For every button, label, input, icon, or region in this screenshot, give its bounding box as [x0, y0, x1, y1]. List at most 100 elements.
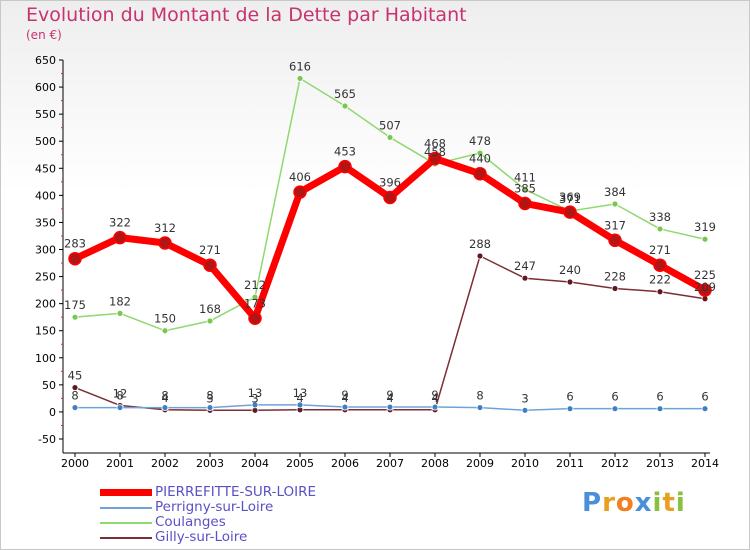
data-label-0: 283 — [64, 237, 86, 251]
data-label-2: 565 — [334, 87, 356, 101]
y-tick-label: 150 — [35, 325, 56, 338]
series-point-2 — [296, 75, 304, 82]
data-label-3: 4 — [431, 391, 438, 405]
series-point-2 — [251, 293, 259, 301]
data-label-2: 212 — [244, 278, 266, 292]
logo-letter: i — [652, 488, 663, 518]
data-label-0: 453 — [334, 145, 356, 159]
proxiti-logo: Proxiti — [582, 488, 686, 518]
series-point-2 — [116, 309, 124, 317]
legend-swatch-gilly — [100, 537, 152, 539]
legend-label-perrigny: Perrigny-sur-Loire — [155, 499, 274, 515]
y-tick-label: 400 — [35, 189, 56, 202]
x-tick-label: 2004 — [241, 457, 269, 470]
series-point-1 — [656, 405, 664, 413]
series-point-3 — [566, 278, 574, 286]
y-tick-label: 650 — [35, 54, 56, 67]
data-label-3: 288 — [469, 237, 491, 251]
data-label-3: 3 — [251, 391, 258, 405]
logo-letter: i — [675, 488, 686, 518]
data-label-3: 12 — [113, 386, 128, 400]
series-point-1 — [116, 404, 124, 411]
y-tick-label: 450 — [35, 162, 56, 175]
chart-subtitle: (en €) — [26, 28, 62, 42]
data-label-2: 371 — [559, 192, 581, 206]
data-label-1: 8 — [476, 389, 483, 403]
series-point-1 — [386, 403, 394, 411]
data-label-3: 247 — [514, 259, 536, 273]
x-tick-label: 2005 — [286, 457, 314, 470]
data-label-3: 209 — [694, 280, 716, 294]
data-label-0: 369 — [559, 190, 581, 204]
data-label-2: 338 — [649, 210, 671, 224]
y-tick-label: 300 — [35, 244, 56, 257]
series-point-1 — [701, 405, 709, 413]
data-label-1: 8 — [71, 389, 78, 403]
legend-label-coulanges: Coulanges — [155, 514, 226, 530]
series-point-1 — [476, 404, 484, 411]
x-tick-label: 2007 — [376, 457, 404, 470]
data-label-0: 385 — [514, 181, 536, 195]
data-label-2: 507 — [379, 118, 401, 132]
series-point-3 — [656, 288, 664, 296]
legend-item-gilly: Gilly-sur-Loire — [100, 529, 360, 545]
y-tick-label: 0 — [49, 406, 56, 419]
legend-swatch-coulanges — [100, 522, 152, 524]
data-label-3: 4 — [386, 391, 393, 405]
data-label-0: 312 — [154, 221, 176, 235]
series-point-3 — [476, 252, 484, 260]
series-point-0 — [653, 258, 667, 272]
x-tick-label: 2001 — [106, 457, 134, 470]
data-label-1: 8 — [206, 389, 213, 403]
y-tick-label: 250 — [35, 271, 56, 284]
series-point-1 — [296, 401, 304, 409]
series-line-2 — [74, 77, 706, 332]
series-point-1 — [566, 405, 574, 413]
data-label-2: 175 — [64, 298, 86, 312]
data-label-0: 271 — [649, 243, 671, 257]
legend-item-pierrefitte: PIERREFITTE-SUR-LOIRE — [100, 484, 360, 500]
data-label-1: 9 — [431, 388, 438, 402]
y-tick-label: 600 — [35, 81, 56, 94]
series-point-2 — [611, 200, 619, 208]
data-label-2: 478 — [469, 134, 491, 148]
data-label-3: 45 — [68, 369, 83, 383]
data-label-2: 182 — [109, 294, 131, 308]
data-label-1: 9 — [386, 388, 393, 402]
x-tick-label: 2013 — [646, 457, 674, 470]
y-tick-label: 350 — [35, 216, 56, 229]
chart-legend: PIERREFITTE-SUR-LOIRE Perrigny-sur-Loire… — [100, 484, 360, 545]
data-label-3: 3 — [206, 391, 213, 405]
data-label-1: 8 — [116, 389, 123, 403]
series-point-1 — [341, 403, 349, 411]
logo-letter: r — [602, 488, 616, 518]
data-label-0: 173 — [244, 296, 266, 310]
series-point-0 — [68, 251, 82, 266]
series-point-1 — [521, 406, 529, 414]
series-point-0 — [113, 230, 127, 245]
series-point-0 — [383, 190, 397, 205]
x-tick-label: 2008 — [421, 457, 449, 470]
x-tick-label: 2009 — [466, 457, 494, 470]
series-point-2 — [161, 327, 169, 335]
series-point-2 — [656, 225, 664, 233]
x-tick-label: 2012 — [601, 457, 629, 470]
data-label-3: 4 — [341, 391, 348, 405]
series-point-3 — [611, 285, 619, 292]
series-point-0 — [608, 233, 622, 248]
series-point-1 — [611, 405, 619, 413]
series-point-1 — [71, 404, 79, 411]
series-point-0 — [473, 166, 487, 181]
x-tick-label: 2011 — [556, 457, 584, 470]
data-label-2: 384 — [604, 185, 626, 199]
data-label-3: 222 — [649, 273, 671, 287]
series-point-2 — [71, 313, 79, 321]
legend-item-perrigny: Perrigny-sur-Loire — [100, 499, 360, 515]
x-tick-label: 2000 — [61, 457, 89, 470]
data-label-1: 6 — [611, 390, 618, 404]
data-label-3: 240 — [559, 263, 581, 277]
data-label-1: 13 — [293, 386, 308, 400]
chart-axes: -50 0 50 100 150 200 250 300 350 400 450 500 550 600 6… — [35, 54, 719, 470]
series-point-0 — [338, 159, 352, 174]
